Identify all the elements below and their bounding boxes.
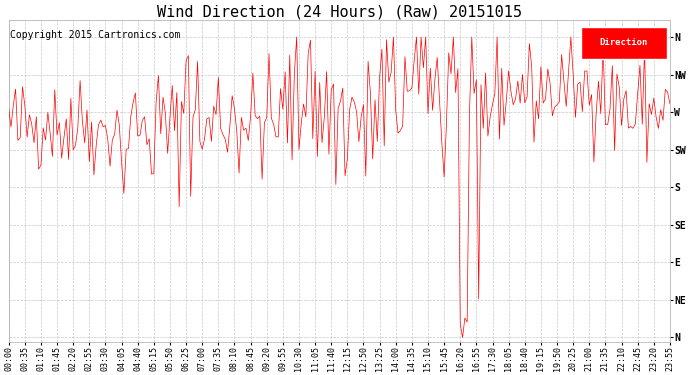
Text: Copyright 2015 Cartronics.com: Copyright 2015 Cartronics.com [10,30,180,40]
FancyBboxPatch shape [581,27,667,59]
Text: Direction: Direction [600,38,648,47]
Title: Wind Direction (24 Hours) (Raw) 20151015: Wind Direction (24 Hours) (Raw) 20151015 [157,4,522,19]
